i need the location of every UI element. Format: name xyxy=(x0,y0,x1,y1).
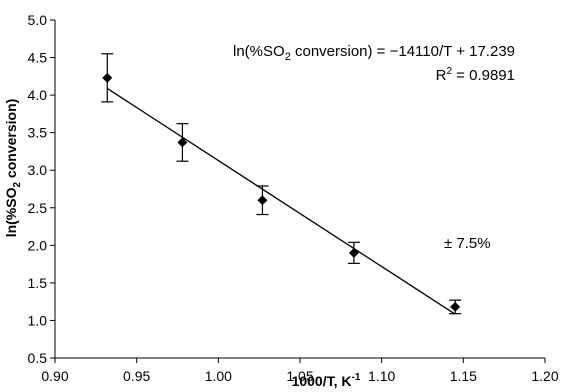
y-tick-label: 4.0 xyxy=(28,87,48,103)
x-tick-labels: 0.90 0.95 1.00 1.05 1.10 1.15 1.20 xyxy=(41,368,558,384)
data-point-diamond xyxy=(177,137,188,148)
x-tick-label: 1.05 xyxy=(286,368,313,384)
error-note: ± 7.5% xyxy=(444,235,491,252)
data-point-diamond xyxy=(348,247,359,258)
trendline-group xyxy=(106,87,456,315)
trendline-equation: ln(%SO2 conversion) = −14110/T + 17.239 xyxy=(233,43,515,63)
data-point-diamond xyxy=(102,72,113,83)
x-tick-label: 1.00 xyxy=(205,368,232,384)
x-tick-label: 0.95 xyxy=(123,368,150,384)
x-tick-label: 1.15 xyxy=(450,368,477,384)
x-axis-title: 1000/T, K-1 xyxy=(292,372,361,389)
y-tick-label: 4.5 xyxy=(28,50,48,66)
x-tick-label: 1.20 xyxy=(531,368,558,384)
y-tick-label: 5.0 xyxy=(28,12,48,28)
y-tick-label: 1.5 xyxy=(28,275,48,291)
data-point-diamond xyxy=(257,195,268,206)
y-tick-label: 1.0 xyxy=(28,312,48,328)
y-tick-label: 2.0 xyxy=(28,237,48,253)
y-tick-label: 2.5 xyxy=(28,200,48,216)
axes xyxy=(50,19,546,363)
r-squared-label: R2 = 0.9891 xyxy=(436,66,515,84)
trendline xyxy=(106,87,456,315)
y-tick-label: 0.5 xyxy=(28,350,48,366)
y-tick-label: 3.0 xyxy=(28,162,48,178)
y-axis-title: ln(%SO2 conversion) xyxy=(3,99,23,238)
y-tick-label: 3.5 xyxy=(28,125,48,141)
x-tick-label: 0.90 xyxy=(41,368,68,384)
y-tick-labels: 0.5 1.0 1.5 2.0 2.5 3.0 3.5 4.0 4.5 5.0 xyxy=(28,12,48,366)
data-points xyxy=(102,72,461,312)
data-point-diamond xyxy=(450,301,461,312)
x-tick-label: 1.10 xyxy=(368,368,395,384)
